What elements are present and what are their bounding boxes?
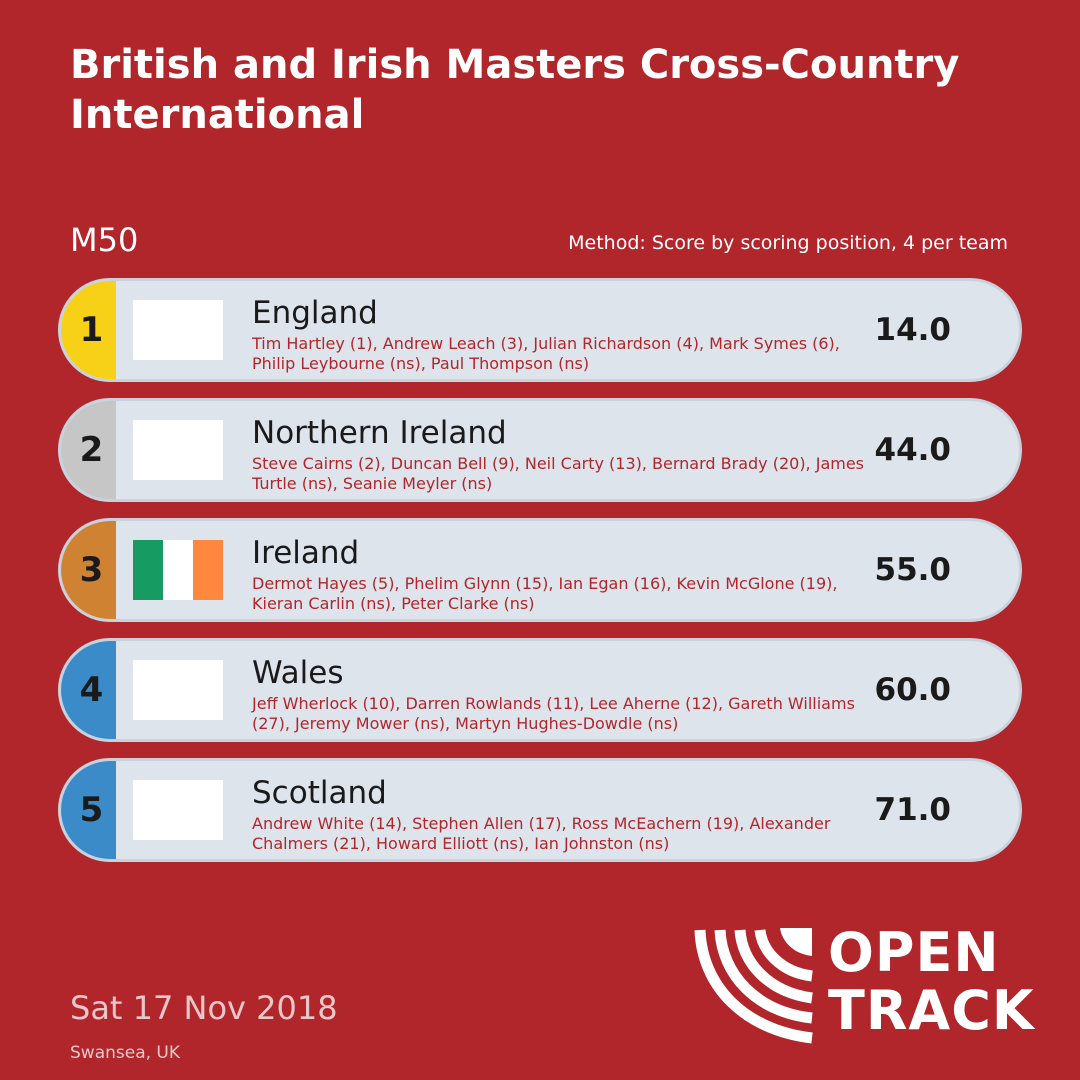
team-name: Scotland <box>252 775 387 811</box>
result-row: 5 Scotland Andrew White (14), Stephen Al… <box>58 758 1022 862</box>
team-score: 14.0 <box>874 312 952 348</box>
blank-flag-icon <box>133 780 223 840</box>
team-name: Wales <box>252 655 344 691</box>
flag-band <box>163 540 193 600</box>
athlete-list: Andrew White (14), Stephen Allen (17), R… <box>252 814 831 853</box>
team-score: 71.0 <box>874 792 952 828</box>
team-score: 44.0 <box>874 432 952 468</box>
event-venue: Swansea, UK <box>70 1043 181 1063</box>
blank-flag-icon <box>133 420 223 480</box>
athlete-list: Jeff Wherlock (10), Darren Rowlands (11)… <box>252 694 855 733</box>
event-date: Sat 17 Nov 2018 <box>70 989 338 1027</box>
result-row: 3 Ireland Dermot Hayes (5), Phelim Glynn… <box>58 518 1022 622</box>
team-name: Ireland <box>252 535 360 571</box>
category-label: M50 <box>70 221 139 259</box>
rank-badge: 3 <box>61 521 116 619</box>
result-row: 1 England Tim Hartley (1), Andrew Leach … <box>58 278 1022 382</box>
result-row: 4 Wales Jeff Wherlock (10), Darren Rowla… <box>58 638 1022 742</box>
scoring-method: Method: Score by scoring position, 4 per… <box>568 232 1008 254</box>
blank-flag-icon <box>133 300 223 360</box>
athlete-list: Steve Cairns (2), Duncan Bell (9), Neil … <box>252 454 865 493</box>
rank-badge: 1 <box>61 281 116 379</box>
rank-badge: 4 <box>61 641 116 739</box>
team-score: 60.0 <box>874 672 952 708</box>
result-row: 2 Northern Ireland Steve Cairns (2), Dun… <box>58 398 1022 502</box>
athlete-list: Tim Hartley (1), Andrew Leach (3), Julia… <box>252 334 840 373</box>
team-name: England <box>252 295 378 331</box>
flag-band <box>193 540 223 600</box>
results-list: 1 England Tim Hartley (1), Andrew Leach … <box>58 278 1022 878</box>
blank-flag-icon <box>133 660 223 720</box>
ireland-flag-icon <box>133 540 223 600</box>
opentrack-logo: OPEN TRACK <box>694 924 1054 1048</box>
athlete-list: Dermot Hayes (5), Phelim Glynn (15), Ian… <box>252 574 838 613</box>
logo-wordmark: OPEN TRACK <box>828 924 1035 1040</box>
flag-band <box>133 540 163 600</box>
page-title: British and Irish Masters Cross-Country … <box>70 42 960 138</box>
team-name: Northern Ireland <box>252 415 507 451</box>
team-score: 55.0 <box>874 552 952 588</box>
logo-line-open: OPEN <box>828 921 1000 984</box>
rank-badge: 2 <box>61 401 116 499</box>
rank-badge: 5 <box>61 761 116 859</box>
opentrack-logo-icon <box>694 928 813 1044</box>
logo-line-track: TRACK <box>828 979 1035 1042</box>
